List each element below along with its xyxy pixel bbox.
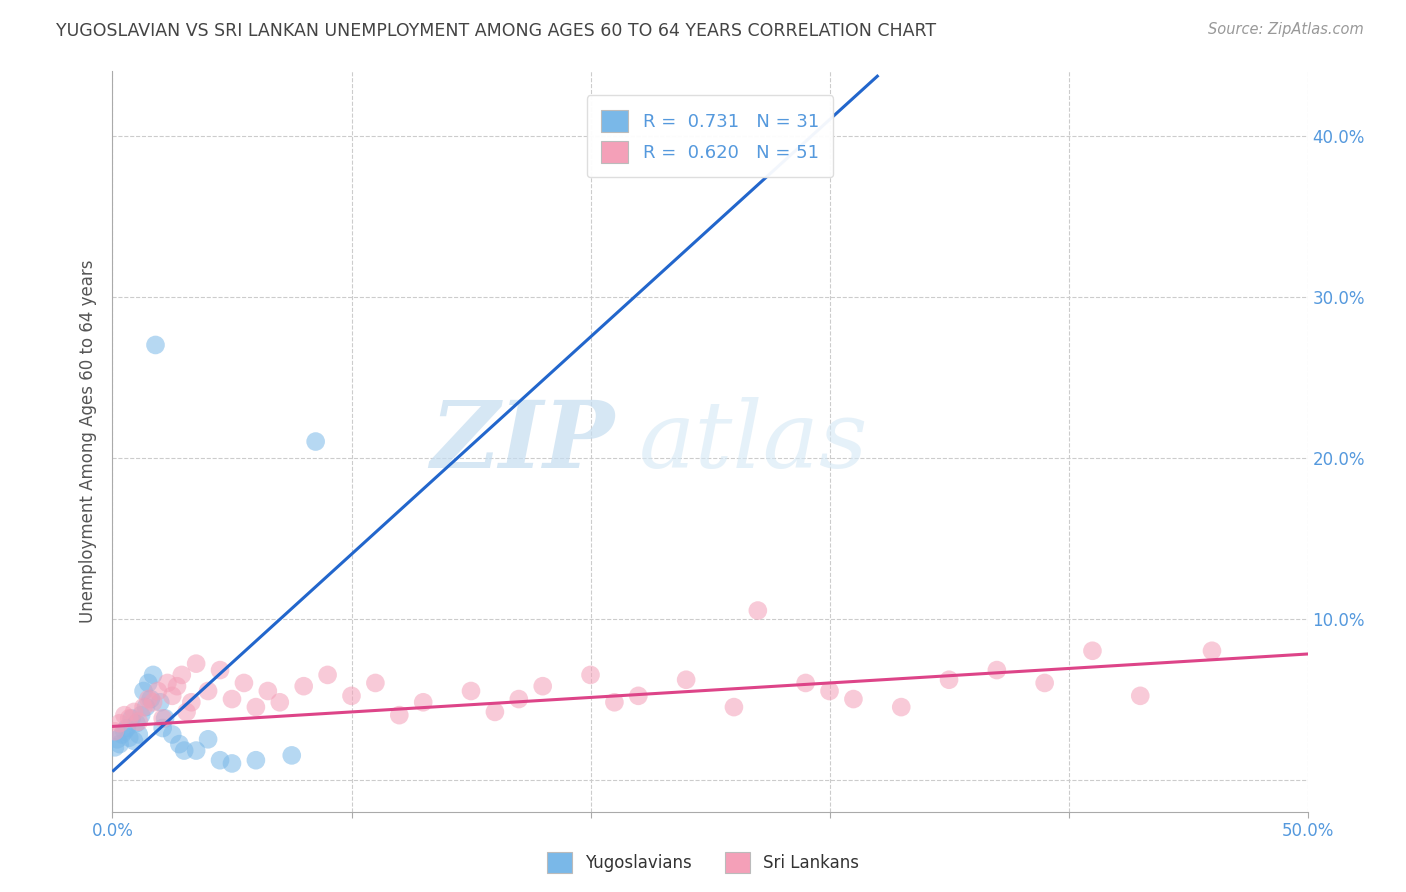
Y-axis label: Unemployment Among Ages 60 to 64 years: Unemployment Among Ages 60 to 64 years [79,260,97,624]
Point [484,705,506,719]
Point [197,684,219,698]
Point [460,684,482,698]
Point [156,676,179,690]
Point [105,732,128,747]
Legend: Yugoslavians, Sri Lankans: Yugoslavians, Sri Lankans [540,846,866,880]
Point [508,692,530,706]
Point [388,708,411,723]
Point [146,684,169,698]
Point [152,721,174,735]
Point [115,721,138,735]
Point [132,684,155,698]
Point [162,689,183,703]
Point [169,737,191,751]
Point [125,716,148,731]
Point [145,338,167,352]
Point [142,695,165,709]
Point [121,711,143,725]
Point [938,673,960,687]
Point [794,676,817,690]
Text: atlas: atlas [638,397,868,486]
Point [176,705,198,719]
Point [1033,676,1056,690]
Point [129,708,152,723]
Point [675,673,697,687]
Point [180,695,202,709]
Text: YUGOSLAVIAN VS SRI LANKAN UNEMPLOYMENT AMONG AGES 60 TO 64 YEARS CORRELATION CHA: YUGOSLAVIAN VS SRI LANKAN UNEMPLOYMENT A… [56,22,936,40]
Point [104,724,127,739]
Point [257,684,280,698]
Point [340,689,363,703]
Point [197,732,219,747]
Legend: R =  0.731   N = 31, R =  0.620   N = 51: R = 0.731 N = 31, R = 0.620 N = 51 [586,95,834,178]
Point [122,734,145,748]
Point [221,756,243,771]
Point [579,668,602,682]
Point [108,716,131,731]
Point [531,679,554,693]
Point [166,679,188,693]
Point [132,700,155,714]
Point [281,748,304,763]
Point [986,663,1008,677]
Point [245,753,267,767]
Point [747,603,769,617]
Point [153,711,176,725]
Point [603,695,626,709]
Point [1081,644,1104,658]
Point [118,711,141,725]
Point [142,668,165,682]
Point [269,695,291,709]
Point [305,434,328,449]
Point [135,700,157,714]
Point [364,676,387,690]
Point [118,731,141,745]
Point [111,727,134,741]
Point [221,692,243,706]
Point [186,743,208,757]
Point [209,753,232,767]
Point [1129,689,1152,703]
Point [818,684,841,698]
Point [173,743,195,757]
Point [292,679,315,693]
Point [890,700,912,714]
Point [186,657,208,671]
Point [412,695,434,709]
Text: ZIP: ZIP [430,397,614,486]
Point [245,700,267,714]
Point [170,668,193,682]
Point [152,711,174,725]
Point [138,676,160,690]
Point [316,668,339,682]
Point [138,692,160,706]
Text: Source: ZipAtlas.com: Source: ZipAtlas.com [1208,22,1364,37]
Point [162,727,183,741]
Point [1201,644,1223,658]
Point [122,705,145,719]
Point [627,689,650,703]
Point [209,663,232,677]
Point [128,714,150,729]
Point [842,692,865,706]
Point [104,740,127,755]
Point [149,695,172,709]
Point [128,727,150,741]
Point [723,700,745,714]
Point [233,676,256,690]
Point [108,737,131,751]
Point [114,724,135,739]
Point [114,708,135,723]
Point [139,692,162,706]
